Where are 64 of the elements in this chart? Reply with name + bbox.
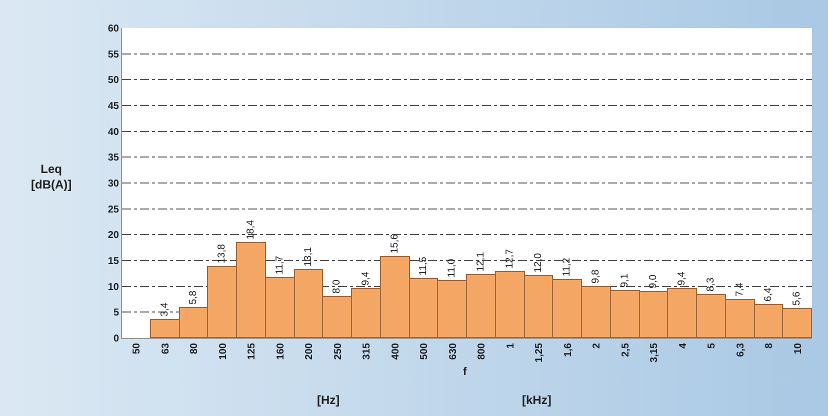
data-label: 5,8 xyxy=(188,290,199,304)
data-label: 8,3 xyxy=(706,277,716,292)
data-label: 9,4 xyxy=(360,271,372,286)
y-tick-label: 5 xyxy=(113,308,120,319)
x-tick-label: 63 xyxy=(160,342,172,354)
data-label: 9,1 xyxy=(620,273,630,288)
x-tick-label: 500 xyxy=(419,342,430,360)
x-tick-label: 3,15 xyxy=(649,342,660,362)
y-tick-label: 60 xyxy=(108,24,120,34)
data-label: 15,6 xyxy=(390,234,400,254)
data-label: 18,4 xyxy=(246,220,256,240)
data-label: 9,8 xyxy=(590,269,602,284)
data-label: 5,6 xyxy=(792,291,802,306)
data-label: 12,0 xyxy=(533,252,544,272)
y-tick-label: 10 xyxy=(108,282,120,293)
x-tick-label: 125 xyxy=(246,342,258,360)
data-label: 13,8 xyxy=(216,244,228,264)
x-tick-label: 8 xyxy=(764,342,776,349)
x-tick-label: 6,3 xyxy=(735,342,746,357)
x-tick-label: 400 xyxy=(390,342,402,360)
y-tick-label: 15 xyxy=(108,256,120,267)
data-label: 7,4 xyxy=(734,282,746,296)
data-label: 11,2 xyxy=(562,257,572,276)
x-tick-label: 10 xyxy=(792,342,804,354)
x-tick-label: 4 xyxy=(678,342,689,349)
x-tick-label: 315 xyxy=(362,342,373,360)
y-axis-title: Leq [dB(A)] xyxy=(31,162,72,192)
x-tick-label: 5 xyxy=(706,342,718,349)
x-tick-label: 630 xyxy=(448,342,459,360)
y-tick-label: 30 xyxy=(108,178,120,190)
data-label: 12,7 xyxy=(504,248,516,268)
x-tick-label: 50 xyxy=(132,342,143,354)
data-label: 12,1 xyxy=(476,252,486,272)
data-label: 11,0 xyxy=(446,258,458,278)
x-tick-label: 2 xyxy=(592,342,603,349)
data-label: 3,4 xyxy=(160,302,170,316)
text: [kHz] xyxy=(522,393,552,407)
data-label: 9,4 xyxy=(676,271,688,286)
y-tick-label: 40 xyxy=(108,126,120,138)
x-tick-label: 1,25 xyxy=(534,342,546,362)
y-tick-label: 0 xyxy=(113,334,120,344)
y-tick-label: 35 xyxy=(108,152,120,164)
x-tick-label: 1 xyxy=(505,342,516,349)
text: [Hz] xyxy=(317,393,340,407)
x-axis-title: f xyxy=(463,366,467,378)
data-label: 11,7 xyxy=(274,255,286,274)
x-tick-label: 2,5 xyxy=(620,342,632,357)
data-label: 6,4 xyxy=(763,287,774,302)
data-label: 13,1 xyxy=(303,246,314,266)
x-tick-label: 800 xyxy=(476,342,488,360)
x-tick-label: 250 xyxy=(332,342,344,360)
data-label: 8,0 xyxy=(332,279,342,294)
x-tick-label: 100 xyxy=(218,342,229,360)
x-tick-label: 200 xyxy=(304,342,316,360)
x-tick-label: 160 xyxy=(275,342,286,360)
data-label: 9,0 xyxy=(648,274,659,288)
y-tick-label: 25 xyxy=(108,204,120,216)
x-tick-label: 1,6 xyxy=(562,342,574,357)
y-tick-label: 20 xyxy=(108,230,120,242)
y-tick-label: 50 xyxy=(108,75,120,86)
y-tick-label: 55 xyxy=(108,49,120,60)
x-tick-label: 80 xyxy=(189,342,200,354)
data-label: 11,5 xyxy=(418,256,429,276)
y-tick-label: 45 xyxy=(108,101,120,112)
